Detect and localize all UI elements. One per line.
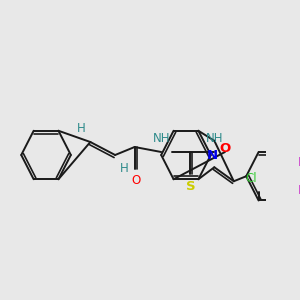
Text: N: N — [207, 149, 218, 162]
Text: O: O — [131, 175, 140, 188]
Text: O: O — [219, 142, 231, 155]
Text: F: F — [298, 155, 300, 169]
Text: Cl: Cl — [246, 172, 257, 185]
Text: S: S — [186, 181, 195, 194]
Text: NH: NH — [152, 131, 170, 145]
Text: H: H — [120, 163, 128, 176]
Text: NH: NH — [206, 131, 223, 145]
Text: H: H — [77, 122, 86, 134]
Text: F: F — [298, 184, 300, 197]
